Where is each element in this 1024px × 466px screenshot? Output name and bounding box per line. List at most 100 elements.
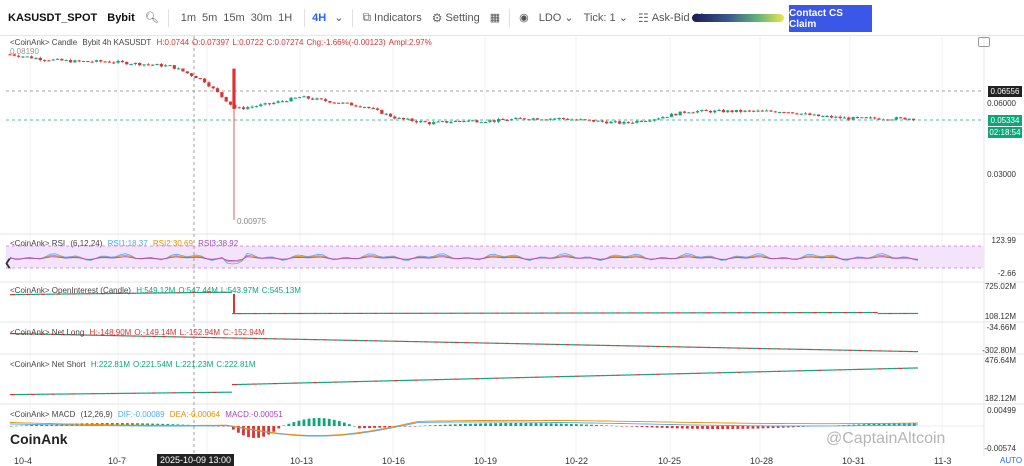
- netlong-bar: [151, 335, 157, 338]
- candle-body: [103, 61, 107, 63]
- auto-scale-button[interactable]: AUTO: [1000, 456, 1023, 465]
- candle-body: [146, 64, 150, 66]
- setting-button[interactable]: ⚙ Setting: [427, 0, 485, 36]
- netlong-bar: [216, 337, 222, 339]
- oi-bar: [842, 311, 848, 314]
- netlong-bar: [892, 350, 898, 352]
- search-icon[interactable]: 🔍︎: [144, 12, 159, 24]
- netshort-bar: [696, 372, 702, 374]
- symbol-name[interactable]: KASUSDT_SPOT: [8, 11, 98, 24]
- candle-body: [665, 116, 669, 118]
- macd-bar: [327, 418, 331, 426]
- tab-1m[interactable]: 1m: [180, 11, 196, 24]
- macd-bar: [332, 419, 336, 426]
- chart-canvas[interactable]: [0, 36, 1024, 466]
- netlong-axis-top: -34.66M: [986, 323, 1016, 332]
- candle-body: [211, 86, 215, 89]
- netshort-bar: [842, 369, 848, 371]
- candle-body: [531, 118, 535, 120]
- ldo-select[interactable]: LDO ⌄: [538, 11, 574, 25]
- macd-legend-macd: MACD:-0.00051: [225, 410, 283, 419]
- netlong-bar: [413, 341, 419, 343]
- candle-body: [358, 106, 362, 108]
- netlong-bar: [418, 341, 424, 343]
- netshort-bar: [756, 371, 762, 373]
- candle-body: [77, 60, 81, 62]
- netshort-bar: [327, 381, 333, 383]
- tab-1h[interactable]: 1H: [278, 11, 293, 24]
- oi-bar: [146, 292, 152, 294]
- tab-15m[interactable]: 15m: [223, 11, 245, 24]
- indicators-button[interactable]: ⧉ Indicators: [357, 0, 426, 36]
- oi-bar: [751, 312, 757, 314]
- macd-bar: [423, 425, 427, 427]
- tick-select[interactable]: Tick: 1 ⌄: [583, 11, 628, 25]
- netshort-bar: [564, 375, 570, 378]
- oi-bar: [791, 312, 797, 314]
- candle-body: [393, 116, 397, 119]
- eye-icon[interactable]: ◉: [519, 12, 529, 24]
- netlong-bar: [761, 347, 767, 350]
- tab-4h[interactable]: 4H: [312, 11, 327, 24]
- exchange-name[interactable]: Bybit: [107, 11, 135, 24]
- oi-bar: [534, 312, 540, 314]
- macd-bar: [257, 426, 260, 438]
- oi-bar: [443, 312, 449, 314]
- candle-body: [151, 64, 155, 66]
- candle-body: [695, 111, 700, 113]
- netlong-bar: [595, 344, 601, 346]
- oi-bar: [75, 293, 81, 295]
- netshort-bar: [216, 391, 222, 393]
- oi-bar: [176, 292, 182, 294]
- oi-bar: [484, 312, 490, 314]
- setting-label: Setting: [445, 11, 480, 24]
- candle-body: [652, 119, 656, 121]
- macd-bar: [418, 425, 422, 427]
- candle-body: [289, 97, 293, 102]
- netlong-bar: [832, 349, 838, 351]
- netshort-bar: [892, 367, 898, 370]
- oi-bar: [726, 312, 732, 314]
- chevron-down-icon[interactable]: ⌄: [334, 12, 344, 24]
- candle-body: [834, 116, 838, 118]
- netlong-bar: [65, 334, 71, 336]
- high-marker: 0.08190: [10, 47, 39, 56]
- candle-body: [142, 64, 146, 66]
- candle-body: [12, 54, 16, 56]
- netlong-bar: [337, 339, 343, 341]
- oi-bar: [45, 293, 51, 295]
- netshort-bar: [595, 375, 601, 377]
- netlong-bar: [569, 344, 575, 346]
- netshort-bar: [312, 382, 318, 384]
- tab-30m[interactable]: 30m: [250, 11, 273, 24]
- layout-grid-icon[interactable]: ▦: [489, 12, 501, 24]
- candle-body: [419, 121, 423, 123]
- macd-bar: [539, 423, 543, 426]
- oi-bar: [383, 312, 389, 314]
- candle-body: [743, 110, 747, 112]
- netshort-bar: [524, 376, 530, 379]
- oi-bar: [433, 312, 439, 314]
- netlong-bar: [827, 349, 833, 351]
- x-tick-label: 10-22: [565, 456, 589, 466]
- netshort-bar: [458, 378, 464, 380]
- netlong-bar: [242, 337, 248, 339]
- netshort-bar: [433, 379, 439, 381]
- netlong-bar: [590, 344, 596, 346]
- candle-body: [579, 119, 583, 121]
- contact-cs-button[interactable]: Contact CS Claim: [789, 5, 872, 32]
- candle-body: [631, 122, 635, 124]
- netlong-bar: [862, 349, 868, 352]
- netshort-bar: [277, 382, 283, 385]
- oi-bar: [857, 311, 863, 314]
- netlong-bar: [95, 334, 101, 336]
- panel-settings-icon[interactable]: [978, 37, 990, 47]
- netlong-bar: [136, 335, 142, 337]
- tab-5m[interactable]: 5m: [202, 11, 218, 24]
- price-tag-dark: 0.06556: [988, 86, 1022, 97]
- oi-bar: [80, 293, 86, 295]
- macd-bar: [675, 426, 679, 429]
- oi-bar: [625, 312, 631, 314]
- candle-body: [306, 96, 310, 99]
- collapse-arrow-icon[interactable]: ❮: [4, 258, 13, 269]
